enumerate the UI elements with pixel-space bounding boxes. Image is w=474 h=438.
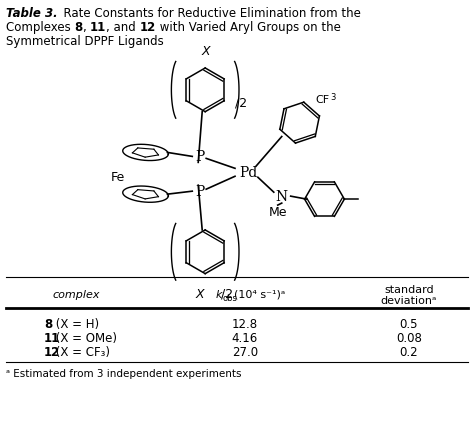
Text: P: P: [196, 185, 205, 199]
Text: k: k: [215, 289, 222, 299]
Text: obs: obs: [222, 293, 237, 302]
Text: 12: 12: [44, 346, 60, 358]
Text: (X = OMe): (X = OMe): [52, 332, 117, 345]
Text: 0.08: 0.08: [396, 332, 422, 345]
Text: N: N: [276, 190, 288, 204]
Text: 0.5: 0.5: [400, 318, 418, 331]
Text: Rate Constants for Reductive Elimination from the: Rate Constants for Reductive Elimination…: [56, 7, 361, 20]
Text: Symmetrical DPPF Ligands: Symmetrical DPPF Ligands: [6, 35, 164, 48]
Text: (X = H): (X = H): [52, 318, 99, 331]
Text: , and: , and: [106, 21, 140, 34]
Text: Fe: Fe: [110, 170, 125, 184]
Text: /2: /2: [235, 96, 247, 109]
Text: Table 3.: Table 3.: [6, 7, 58, 20]
Text: 11: 11: [90, 21, 106, 34]
Text: complex: complex: [52, 289, 100, 299]
Text: with Varied Aryl Groups on the: with Varied Aryl Groups on the: [156, 21, 341, 34]
Text: X: X: [196, 287, 204, 300]
Text: 8: 8: [44, 318, 53, 331]
Text: 12: 12: [139, 21, 156, 34]
Text: deviationᵃ: deviationᵃ: [381, 295, 437, 305]
Text: Me: Me: [268, 205, 287, 218]
Text: 11: 11: [44, 332, 60, 345]
Text: 4.16: 4.16: [232, 332, 258, 345]
Text: 3: 3: [330, 92, 336, 102]
Text: 0.2: 0.2: [400, 346, 418, 358]
Text: 12.8: 12.8: [232, 318, 258, 331]
Text: 8: 8: [74, 21, 82, 34]
Text: 27.0: 27.0: [232, 346, 258, 358]
Text: /2: /2: [221, 287, 233, 300]
Text: ᵃ Estimated from 3 independent experiments: ᵃ Estimated from 3 independent experimen…: [6, 368, 242, 378]
Text: (X = CF₃): (X = CF₃): [52, 346, 110, 358]
Text: Complexes: Complexes: [6, 21, 75, 34]
Text: standard: standard: [384, 284, 434, 294]
Text: CF: CF: [316, 95, 329, 105]
Text: (10⁴ s⁻¹)ᵃ: (10⁴ s⁻¹)ᵃ: [234, 289, 285, 299]
Text: Pd: Pd: [239, 166, 257, 180]
Text: ,: ,: [82, 21, 90, 34]
Text: X: X: [202, 45, 210, 58]
Text: P: P: [196, 150, 205, 164]
